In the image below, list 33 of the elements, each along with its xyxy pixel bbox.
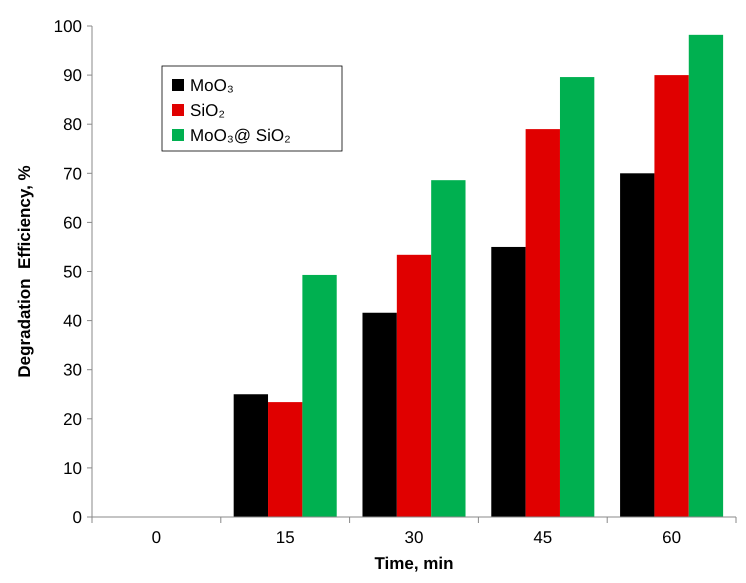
- bar: [362, 312, 397, 517]
- y-tick-label: 60: [63, 213, 82, 232]
- x-axis-title: Time, min: [374, 554, 454, 573]
- y-tick-label: 40: [63, 312, 82, 331]
- bar: [234, 394, 268, 517]
- bar: [526, 129, 560, 517]
- x-tick-label: 15: [276, 528, 295, 547]
- x-tick-label: 0: [152, 528, 162, 547]
- legend-label: SiO₂: [190, 101, 225, 120]
- y-tick-label: 80: [63, 115, 82, 134]
- bar: [396, 254, 432, 517]
- legend-label: MoO₃: [190, 76, 234, 95]
- bar: [560, 77, 594, 517]
- x-tick-label: 30: [404, 528, 424, 547]
- legend-label: MoO₃@ SiO₂: [190, 126, 291, 145]
- bar: [620, 173, 654, 517]
- y-tick-label: 0: [72, 508, 82, 527]
- y-axis-title: Degradation Efficiency, %: [15, 165, 34, 378]
- y-tick-label: 70: [63, 164, 82, 184]
- bar: [431, 180, 466, 517]
- bar: [491, 246, 526, 517]
- y-tick-label: 90: [63, 66, 82, 86]
- x-tick-label: 45: [533, 528, 552, 547]
- y-tick-label: 20: [63, 410, 82, 429]
- y-tick-label: 10: [63, 458, 82, 478]
- bar: [268, 402, 302, 517]
- y-tick-label: 50: [63, 262, 82, 282]
- bar: [688, 34, 724, 517]
- bar: [302, 274, 337, 517]
- y-tick-label: 30: [63, 360, 82, 380]
- bar: [654, 75, 689, 517]
- y-tick-label: 100: [54, 16, 82, 36]
- x-tick-label: 60: [662, 528, 682, 547]
